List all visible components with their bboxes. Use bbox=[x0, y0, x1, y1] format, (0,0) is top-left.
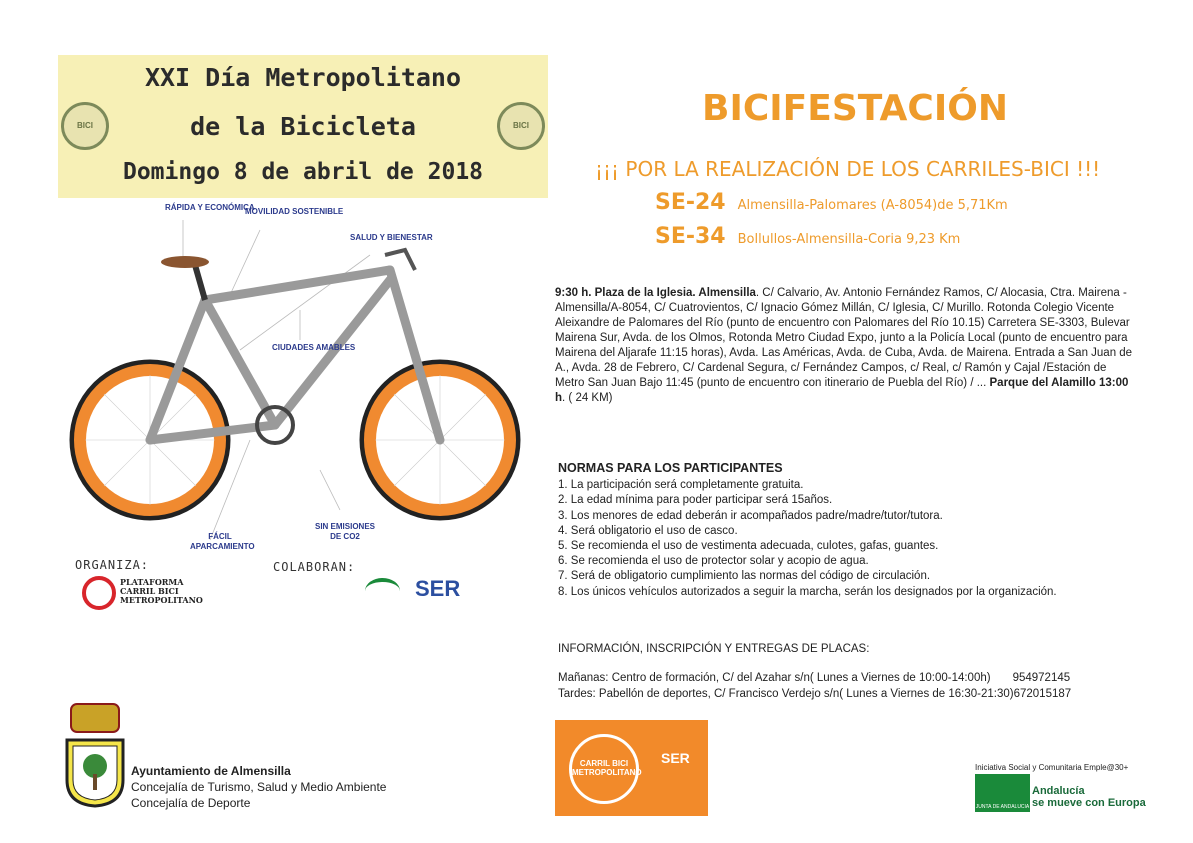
bike-label-movilidad: MOVILIDAD SOSTENIBLE bbox=[245, 207, 344, 216]
bike-label-rapida: RÁPIDA Y ECONÓMICA bbox=[165, 203, 255, 212]
rule-item: 7. Será de obligatorio cumplimiento las … bbox=[558, 570, 931, 583]
info-morning: Mañanas: Centro de formación, C/ del Aza… bbox=[558, 672, 991, 684]
rule-item: 2. La edad mínima para poder participar … bbox=[558, 494, 833, 507]
carril-bici-seal-left: BICI bbox=[61, 102, 109, 150]
municipality-contact: Ayuntamiento de Almensilla Concejalía de… bbox=[131, 763, 386, 811]
junta-andalucia-logo-icon bbox=[365, 578, 400, 604]
junta-initiative-text: Iniciativa Social y Comunitaria Emple@30… bbox=[975, 763, 1129, 772]
organizer-name: PLATAFORMA CARRIL BICI METROPOLITANO bbox=[120, 577, 203, 605]
bike-label-facil: FÁCIL APARCAMIENTO bbox=[190, 532, 255, 551]
road-se24: SE-24 Almensilla-Palomares (A-8054)de 5,7… bbox=[655, 190, 1008, 215]
route-body: . C/ Calvario, Av. Antonio Fernández Ram… bbox=[555, 287, 1133, 389]
rule-item: 4. Será obligatorio el uso de casco. bbox=[558, 524, 738, 537]
bike-label-salud: SALUD Y BIENESTAR bbox=[350, 233, 433, 242]
andalucia-text: Andalucía bbox=[1032, 785, 1085, 797]
rule-item: 6. Se recomienda el uso de protector sol… bbox=[558, 555, 869, 568]
road-desc: Almensilla-Palomares (A-8054)de 5,71Km bbox=[737, 198, 1008, 213]
carril-bici-badge: CARRIL BICI METROPOLITANO bbox=[569, 734, 642, 804]
headline: BICIFESTACIÓN bbox=[702, 88, 1008, 129]
colaboran-label: COLABORAN: bbox=[273, 560, 356, 574]
ayuntamiento-name: Ayuntamiento de Almensilla bbox=[131, 764, 291, 778]
road-code: SE-24 bbox=[655, 190, 726, 215]
concejalia-turismo: Concejalía de Turismo, Salud y Medio Amb… bbox=[131, 780, 387, 794]
route-end: Parque del Alamillo 13:00 h bbox=[555, 377, 1129, 404]
carril-bici-badge-panel: CARRIL BICI METROPOLITANO SER bbox=[555, 720, 708, 816]
title-line-1: XXI Día Metropolitano bbox=[144, 63, 462, 92]
saddle bbox=[161, 256, 209, 268]
concejalia-deporte: Concejalía de Deporte bbox=[131, 796, 251, 810]
almensilla-coat-of-arms-icon bbox=[65, 703, 125, 808]
event-title-banner: BICI BICI XXI Día Metropolitano de la Bi… bbox=[58, 55, 548, 198]
road-se34: SE-34 Bollullos-Almensilla-Coria 9,23 Km bbox=[655, 224, 960, 249]
route-start: 9:30 h. Plaza de la Iglesia. Almensilla bbox=[555, 287, 756, 299]
rules-title: NORMAS PARA LOS PARTICIPANTES bbox=[558, 461, 783, 475]
title-line-2: de la Bicicleta bbox=[190, 112, 416, 141]
info-section: INFORMACIÓN, INSCRIPCIÓN Y ENTREGAS DE P… bbox=[558, 641, 1071, 702]
ser-logo: SER bbox=[415, 576, 461, 601]
route-description: 9:30 h. Plaza de la Iglesia. Almensilla.… bbox=[555, 286, 1135, 406]
info-title: INFORMACIÓN, INSCRIPCIÓN Y ENTREGAS DE P… bbox=[558, 643, 870, 655]
rule-item: 3. Los menores de edad deberán ir acompa… bbox=[558, 509, 943, 522]
plataforma-logo-icon bbox=[82, 576, 116, 610]
info-morning-phone: 954972145 bbox=[1012, 672, 1071, 684]
ser-logo-small: SER bbox=[661, 750, 690, 766]
rule-item: 5. Se recomienda el uso de vestimenta ad… bbox=[558, 540, 939, 553]
junta-andalucia-logo: JUNTA DE ANDALUCIA bbox=[975, 774, 1030, 812]
info-afternoon: Tardes: Pabellón de deportes, C/ Francis… bbox=[558, 688, 1072, 700]
europa-text: se mueve con Europa bbox=[1032, 797, 1146, 809]
event-date: Domingo 8 de abril de 2018 bbox=[122, 159, 484, 185]
rule-item: 8. Los únicos vehículos autorizados a se… bbox=[558, 585, 1057, 598]
rear-wheel bbox=[69, 359, 231, 521]
rules-section: NORMAS PARA LOS PARTICIPANTES 1. La part… bbox=[558, 461, 1138, 600]
bike-label-emisiones: SIN EMISIONES DE CO2 bbox=[314, 522, 375, 541]
rule-item: 1. La participación será completamente g… bbox=[558, 479, 804, 492]
front-wheel bbox=[359, 359, 521, 521]
road-code: SE-34 bbox=[655, 224, 726, 249]
bike-label-ciudades: CIUDADES AMABLES bbox=[272, 343, 356, 352]
organiza-label: ORGANIZA: bbox=[75, 558, 150, 572]
carril-bici-seal-right: BICI bbox=[497, 102, 545, 150]
slogan: ¡¡¡ POR LA REALIZACIÓN DE LOS CARRILES-B… bbox=[595, 157, 1101, 181]
route-distance: . ( 24 KM) bbox=[562, 392, 613, 404]
andalucia-europa-slogan: Andalucía se mueve con Europa bbox=[1032, 785, 1146, 809]
bike-frame bbox=[145, 265, 445, 445]
road-desc: Bollullos-Almensilla-Coria 9,23 Km bbox=[737, 232, 961, 247]
bicycle-illustration bbox=[69, 220, 521, 541]
